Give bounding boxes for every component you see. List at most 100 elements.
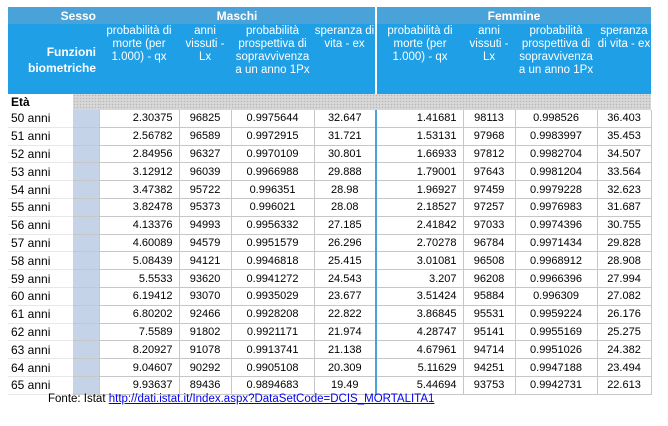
age-label: 60 anni (8, 287, 73, 306)
age-label: 65 anni (8, 376, 73, 395)
female-lx-cell: 97812 (463, 145, 516, 164)
age-label: 55 anni (8, 198, 73, 217)
sesso-label: Sesso (8, 7, 100, 24)
male-lx-cell: 94993 (179, 216, 232, 235)
male-px-cell: 0.9894683 (231, 376, 315, 395)
row-stripe (73, 110, 100, 128)
row-stripe (73, 145, 100, 164)
funzioni-biometriche-label: Funzioni biometriche (8, 24, 100, 94)
female-qx-cell: 2.41842 (375, 216, 464, 235)
female-lx-cell: 94714 (463, 340, 516, 360)
age-label: 61 anni (8, 305, 73, 324)
female-px-cell: 0.9966396 (515, 269, 598, 288)
female-ex-cell: 35.453 (597, 127, 652, 146)
row-stripe (73, 162, 100, 182)
female-ex-cell: 27.994 (597, 269, 652, 288)
female-lx-cell: 97459 (463, 180, 516, 199)
female-qx-cell: 2.70278 (375, 234, 464, 253)
row-stripe (73, 198, 100, 217)
male-lx-cell: 95373 (179, 198, 232, 217)
mortality-table: Sesso Maschi Femmine Funzioni biometrich… (8, 7, 652, 395)
male-px-cell: 0.9913741 (231, 340, 315, 360)
male-px-cell: 0.9946818 (231, 251, 315, 271)
age-label: 51 anni (8, 127, 73, 146)
age-label: 52 anni (8, 145, 73, 164)
female-qx-cell: 1.79001 (375, 162, 464, 182)
female-px-cell: 0.9983997 (515, 127, 598, 146)
male-lx-cell: 91078 (179, 340, 232, 360)
male-px-cell: 0.996021 (231, 198, 315, 217)
male-qx-cell: 2.30375 (99, 110, 180, 128)
male-lx-cell: 92466 (179, 305, 232, 324)
funzioni-label-line2: biometriche (28, 60, 97, 75)
female-px-cell: 0.9979228 (515, 180, 598, 199)
male-qx-cell: 9.93637 (99, 376, 180, 395)
female-ex-cell: 22.613 (597, 376, 652, 395)
source-link[interactable]: http://dati.istat.it/Index.aspx?DataSetC… (108, 393, 435, 405)
female-px-cell: 0.998526 (515, 110, 598, 128)
row-stripe (73, 234, 100, 253)
female-ex-cell: 24.382 (597, 340, 652, 360)
age-label: 50 anni (8, 110, 73, 128)
female-lx-cell: 97033 (463, 216, 516, 235)
male-ex-cell: 28.08 (314, 198, 377, 217)
female-px-cell: 0.9942731 (515, 376, 598, 395)
table-row: 59 anni 5.5533 93620 0.9941272 24.543 3.207 96… (8, 269, 652, 288)
female-qx-cell: 3.01081 (375, 251, 464, 271)
female-px-cell: 0.9974396 (515, 216, 598, 235)
age-label: 53 anni (8, 162, 73, 182)
male-qx-cell: 5.08439 (99, 251, 180, 271)
age-label: 63 anni (8, 340, 73, 360)
col-header-ex-f: speranza di vita - ex (597, 24, 652, 94)
female-qx-cell: 1.96927 (375, 180, 464, 199)
female-px-cell: 0.9955169 (515, 323, 598, 342)
male-px-cell: 0.996351 (231, 180, 315, 199)
female-lx-cell: 96784 (463, 234, 516, 253)
female-qx-cell: 3.51424 (375, 287, 464, 306)
female-lx-cell: 96208 (463, 269, 516, 288)
col-header-lx-f: anni vissuti - Lx (463, 24, 516, 94)
table-row: 58 anni 5.08439 94121 0.9946818 25.415 3.0108… (8, 251, 652, 271)
female-lx-cell: 97968 (463, 127, 516, 146)
female-lx-cell: 98113 (463, 110, 516, 128)
female-lx-cell: 93753 (463, 376, 516, 395)
male-px-cell: 0.9956332 (231, 216, 315, 235)
table-row: 53 anni 3.12912 96039 0.9966988 29.888 1.7900… (8, 162, 652, 182)
row-stripe (73, 340, 100, 360)
male-lx-cell: 96039 (179, 162, 232, 182)
female-qx-cell: 4.28747 (375, 323, 464, 342)
male-ex-cell: 22.822 (314, 305, 377, 324)
table-row: 56 anni 4.13376 94993 0.9956332 27.185 2.4184… (8, 216, 652, 235)
female-px-cell: 0.9982704 (515, 145, 598, 164)
male-ex-cell: 28.98 (314, 180, 377, 199)
male-px-cell: 0.9966988 (231, 162, 315, 182)
male-ex-cell: 19.49 (314, 376, 377, 395)
female-qx-cell: 5.44694 (375, 376, 464, 395)
female-lx-cell: 95884 (463, 287, 516, 306)
female-lx-cell: 94251 (463, 358, 516, 377)
female-px-cell: 0.9968912 (515, 251, 598, 271)
maschi-header: Maschi (99, 7, 377, 24)
female-ex-cell: 27.082 (597, 287, 652, 306)
male-lx-cell: 93620 (179, 269, 232, 288)
female-px-cell: 0.9959224 (515, 305, 598, 324)
table-row: 50 anni 2.30375 96825 0.9975644 32.647 1.4168… (8, 110, 652, 128)
male-qx-cell: 4.13376 (99, 216, 180, 235)
row-stripe (73, 287, 100, 306)
male-px-cell: 0.9928208 (231, 305, 315, 324)
row-stripe (73, 358, 100, 377)
female-qx-cell: 4.67961 (375, 340, 464, 360)
table-row: 51 anni 2.56782 96589 0.9972915 31.721 1.5313… (8, 127, 652, 146)
eta-fill (73, 94, 100, 110)
female-ex-cell: 25.275 (597, 323, 652, 342)
eta-label: Età (8, 94, 73, 110)
male-qx-cell: 6.19412 (99, 287, 180, 306)
male-ex-cell: 23.677 (314, 287, 377, 306)
male-qx-cell: 7.5589 (99, 323, 180, 342)
row-stripe (73, 251, 100, 271)
female-px-cell: 0.9971434 (515, 234, 598, 253)
header-row-sex: Sesso Maschi Femmine (8, 7, 652, 24)
male-px-cell: 0.9970109 (231, 145, 315, 164)
male-ex-cell: 25.415 (314, 251, 377, 271)
female-px-cell: 0.9951026 (515, 340, 598, 360)
